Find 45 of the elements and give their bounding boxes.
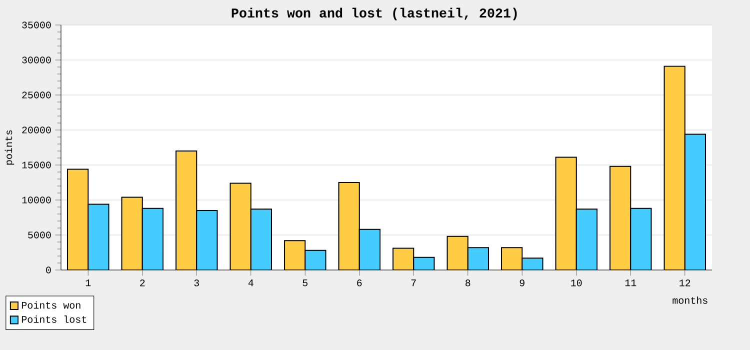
bar (684, 134, 706, 270)
bar (358, 228, 380, 270)
y-tick-label: 30000 (22, 56, 51, 64)
y-tick-label: 20000 (22, 126, 51, 134)
legend-label: Points lost (22, 316, 86, 323)
bar (67, 168, 89, 270)
bar (501, 247, 523, 270)
x-tick-label: 10 (571, 280, 582, 286)
bar (446, 236, 468, 270)
bar (576, 208, 598, 270)
y-tick-label: 35000 (22, 22, 51, 28)
y-tick-label: 0 (46, 266, 51, 274)
bar (230, 182, 252, 270)
bar (250, 208, 272, 270)
x-tick-label: 9 (520, 280, 524, 286)
x-tick-label: 11 (625, 280, 636, 286)
bar (555, 156, 577, 270)
x-tick-label: 3 (194, 280, 199, 286)
bar (467, 247, 489, 270)
x-tick-label: 8 (466, 280, 470, 286)
bar (610, 166, 632, 270)
bar (338, 182, 360, 270)
x-tick-label: 2 (140, 280, 145, 286)
x-tick-label: 5 (302, 280, 308, 286)
x-tick-label: 4 (248, 280, 254, 286)
y-axis-title: points (4, 130, 14, 165)
legend-label: Points won (22, 301, 80, 309)
bar (284, 240, 306, 270)
chart-title: Points won and lost (lastneil, 2021) (232, 8, 517, 20)
x-tick-label: 7 (411, 280, 416, 286)
y-tick-label: 5000 (28, 232, 51, 238)
bar (121, 196, 143, 270)
y-tick-label: 10000 (22, 196, 51, 204)
x-tick-label: 6 (357, 280, 362, 286)
y-tick-label: 25000 (22, 92, 51, 98)
bar (88, 204, 110, 270)
bar (630, 208, 652, 270)
bar (142, 208, 164, 270)
x-axis-title: months (672, 296, 708, 304)
bar (664, 66, 686, 270)
bar (176, 150, 198, 270)
bar (196, 210, 218, 270)
y-tick-label: 15000 (22, 162, 51, 168)
x-tick-label: 12 (680, 280, 690, 286)
x-tick-label: 1 (86, 280, 91, 286)
